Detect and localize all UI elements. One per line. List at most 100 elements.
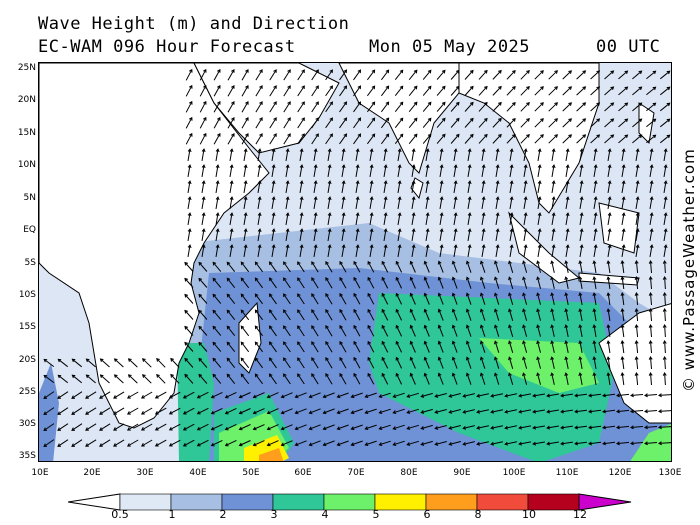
wave-direction-arrowhead: [620, 276, 625, 280]
wave-direction-arrowhead: [252, 394, 257, 399]
wave-direction-arrowhead: [564, 340, 569, 345]
wave-direction-arrow: [509, 213, 513, 225]
wave-direction-arrow: [395, 261, 403, 273]
wave-direction-arrow: [255, 85, 263, 97]
wave-direction-arrowhead: [399, 133, 404, 138]
wave-direction-arrowhead: [245, 132, 249, 137]
wave-direction-arrowhead: [378, 442, 383, 446]
wave-direction-arrow: [438, 357, 444, 369]
wave-direction-arrow: [663, 181, 667, 193]
wave-direction-arrowhead: [630, 393, 634, 398]
wave-direction-arrow: [271, 149, 275, 161]
wave-direction-arrow: [436, 134, 446, 144]
wave-direction-arrow: [537, 197, 541, 209]
wave-direction-arrow: [635, 213, 639, 225]
wave-direction-arrow: [478, 86, 488, 96]
wave-direction-arrow: [155, 439, 167, 447]
wave-direction-arrowhead: [498, 117, 502, 122]
wave-direction-arrow: [225, 439, 237, 447]
wave-direction-arrow: [383, 245, 387, 257]
wave-direction-arrow: [453, 165, 457, 177]
wave-direction-arrowhead: [327, 196, 332, 201]
wave-direction-arrow: [43, 407, 55, 415]
wave-direction-arrowhead: [532, 393, 537, 398]
wave-direction-arrow: [337, 408, 349, 414]
wave-direction-arrowhead: [578, 324, 583, 329]
wave-direction-arrowhead: [635, 180, 640, 185]
wave-direction-arrowhead: [339, 276, 343, 281]
wave-direction-arrow: [341, 245, 345, 257]
wave-direction-arrowhead: [508, 308, 512, 313]
wave-direction-arrowhead: [212, 277, 217, 282]
wave-direction-arrow: [299, 213, 303, 225]
wave-direction-arrow: [649, 165, 653, 177]
wave-direction-arrow: [481, 181, 485, 193]
wave-direction-arrow: [551, 229, 555, 241]
wave-direction-arrow: [422, 118, 432, 128]
wave-direction-arrowhead: [243, 148, 248, 153]
wave-direction-arrow: [548, 86, 558, 96]
wave-direction-arrow: [649, 149, 653, 161]
wave-direction-arrowhead: [526, 101, 530, 106]
wave-direction-arrow: [561, 393, 573, 397]
wave-direction-arrow: [658, 410, 671, 412]
sea-6m-area: [259, 448, 284, 461]
wave-direction-arrowhead: [397, 180, 402, 185]
wave-direction-arrowhead: [606, 324, 611, 328]
wave-direction-arrowhead: [423, 372, 428, 377]
wave-direction-arrow: [297, 261, 305, 273]
sea-4m-area: [479, 338, 599, 393]
wave-direction-arrowhead: [71, 427, 76, 431]
wave-direction-arrow: [576, 86, 586, 96]
wave-direction-arrow: [369, 181, 373, 193]
wave-direction-arrow: [114, 374, 124, 384]
lon-label-120e: 120E: [608, 468, 632, 478]
wave-direction-arrowhead: [509, 244, 514, 249]
wave-direction-arrowhead: [311, 293, 315, 297]
wave-direction-arrow: [241, 85, 249, 97]
wave-direction-arrow: [579, 293, 583, 305]
wave-direction-arrow: [453, 229, 457, 241]
wave-direction-arrowhead: [495, 212, 500, 217]
wave-direction-arrow: [604, 70, 614, 80]
wave-direction-arrow: [313, 149, 317, 161]
lat-label-15n: 15N: [17, 128, 36, 138]
wave-direction-arrow: [520, 102, 530, 112]
wave-direction-arrow: [464, 86, 474, 96]
lat-label-15s: 15S: [18, 322, 36, 332]
wave-direction-arrow: [213, 133, 221, 145]
wave-direction-arrowhead: [467, 244, 472, 249]
wave-direction-arrowhead: [658, 441, 662, 446]
wave-direction-arrowhead: [399, 69, 404, 74]
wave-direction-arrowhead: [259, 133, 263, 137]
wave-direction-arrowhead: [212, 341, 217, 346]
wave-direction-arrowhead: [297, 293, 301, 298]
wave-direction-arrow: [659, 86, 671, 96]
wave-direction-arrow: [509, 149, 513, 161]
wave-direction-arrowhead: [392, 410, 397, 414]
wave-direction-arrow: [229, 149, 233, 161]
wave-direction-arrowhead: [299, 148, 304, 153]
wave-direction-arrow: [509, 181, 513, 193]
wave-direction-arrowhead: [196, 442, 201, 447]
wave-direction-arrowhead: [369, 164, 374, 169]
wave-direction-arrow: [85, 407, 97, 415]
wave-direction-arrowhead: [71, 374, 76, 379]
wave-direction-arrow: [533, 441, 545, 445]
wave-direction-arrowhead: [113, 395, 117, 399]
wave-direction-arrow: [523, 165, 527, 177]
wave-direction-arrow: [492, 86, 502, 96]
wave-direction-arrow: [649, 181, 653, 193]
wave-direction-arrowhead: [395, 276, 400, 281]
wave-direction-arrowhead: [294, 394, 299, 399]
wave-direction-arrowhead: [285, 228, 290, 233]
wave-direction-arrow: [353, 101, 361, 113]
wave-direction-arrow: [255, 133, 263, 145]
wave-direction-arrowhead: [325, 308, 329, 313]
wave-direction-arrow: [547, 441, 559, 445]
wave-direction-arrow: [646, 86, 656, 96]
wave-direction-arrowhead: [287, 85, 291, 89]
wave-direction-arrowhead: [217, 84, 221, 89]
wave-direction-arrowhead: [621, 228, 626, 233]
wave-direction-arrowhead: [385, 69, 390, 74]
